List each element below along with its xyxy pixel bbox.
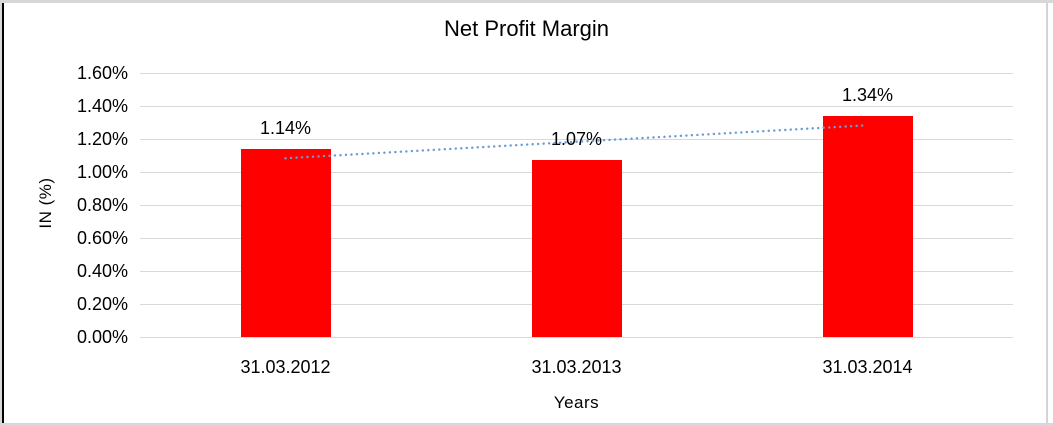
x-axis-tick-label: 31.03.2013: [531, 357, 622, 377]
y-axis-tick-label: 1.20%: [76, 129, 128, 149]
x-axis-tick-label: 31.03.2012: [240, 357, 331, 377]
y-axis-tick-label: 1.40%: [76, 96, 128, 116]
y-axis-tick-label: 0.60%: [76, 228, 128, 248]
frame-edge-right: [1046, 3, 1048, 423]
bar-31.03.2013: [531, 160, 622, 337]
x-axis-title: Years: [553, 393, 600, 412]
x-axis-tick-label: 31.03.2014: [822, 357, 913, 377]
y-axis-tick-label: 1.60%: [76, 63, 128, 83]
gridline: [140, 105, 1013, 107]
frame-edge-top: [0, 0, 1053, 3]
bar-31.03.2014: [822, 115, 913, 337]
y-axis-tick-label: 0.40%: [76, 261, 128, 281]
y-axis-tick-label: 0.80%: [76, 195, 128, 215]
gridline: [140, 72, 1013, 74]
frame-edge-bottom: [0, 423, 1053, 426]
frame-edge-left: [0, 0, 2, 426]
gridline: [140, 336, 1013, 338]
y-axis-tick-label: 0.20%: [76, 294, 128, 314]
frame-border-left: [2, 3, 4, 423]
data-label: 1.34%: [841, 84, 894, 105]
data-label: 1.07%: [550, 129, 603, 150]
data-label: 1.14%: [259, 117, 312, 138]
bar-31.03.2012: [240, 148, 331, 337]
y-axis-tick-label: 1.00%: [76, 162, 128, 182]
y-axis-tick-label: 0.00%: [76, 327, 128, 347]
chart-title: Net Profit Margin: [443, 16, 610, 41]
